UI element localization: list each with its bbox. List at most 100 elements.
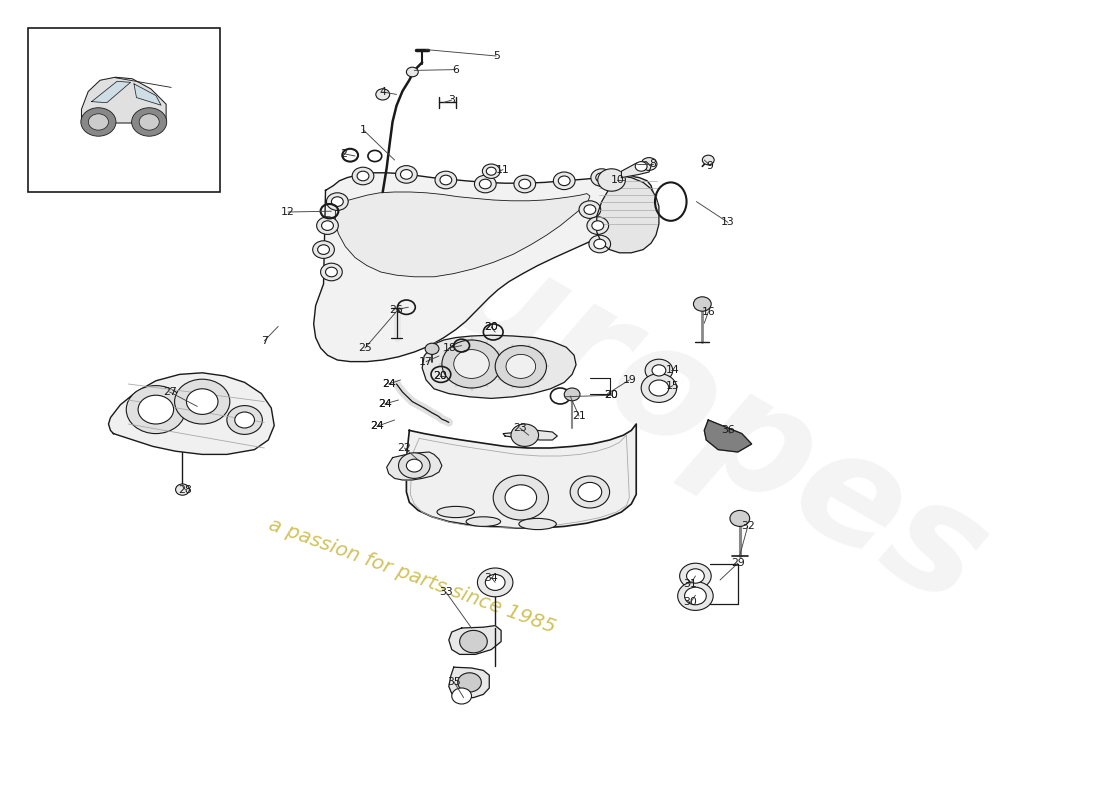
Circle shape (587, 217, 608, 234)
Polygon shape (422, 335, 576, 398)
Text: 20: 20 (433, 371, 447, 381)
Circle shape (358, 171, 368, 181)
Circle shape (132, 108, 167, 136)
Circle shape (693, 297, 712, 311)
Polygon shape (81, 78, 166, 123)
Circle shape (570, 476, 609, 508)
Circle shape (680, 563, 712, 589)
Circle shape (564, 388, 580, 401)
Circle shape (493, 475, 549, 520)
Text: 8: 8 (650, 159, 657, 169)
Text: 24: 24 (382, 379, 396, 389)
Circle shape (234, 412, 254, 428)
Text: 20: 20 (605, 390, 618, 400)
Circle shape (321, 221, 333, 230)
Polygon shape (503, 430, 558, 440)
Circle shape (312, 241, 334, 258)
Circle shape (140, 114, 159, 130)
Circle shape (352, 167, 374, 185)
Text: 16: 16 (702, 307, 715, 317)
Circle shape (505, 485, 537, 510)
Text: 12: 12 (282, 207, 295, 217)
Text: 18: 18 (443, 343, 456, 353)
Text: 17: 17 (419, 357, 433, 366)
Text: 24: 24 (377, 399, 392, 409)
Circle shape (578, 482, 602, 502)
Circle shape (596, 173, 607, 182)
Text: 22: 22 (397, 443, 411, 453)
Circle shape (453, 350, 490, 378)
Ellipse shape (437, 506, 474, 518)
Polygon shape (597, 176, 659, 253)
Text: 24: 24 (382, 379, 396, 389)
Circle shape (460, 630, 487, 653)
Circle shape (434, 171, 456, 189)
Circle shape (474, 175, 496, 193)
Circle shape (406, 67, 418, 77)
Circle shape (318, 245, 330, 254)
Text: 3: 3 (449, 95, 455, 105)
Text: 14: 14 (666, 366, 680, 375)
Circle shape (588, 235, 610, 253)
Text: 19: 19 (623, 375, 636, 385)
Text: 35: 35 (447, 677, 461, 686)
Text: 34: 34 (484, 573, 498, 582)
Circle shape (512, 424, 539, 446)
Circle shape (649, 380, 669, 396)
Polygon shape (704, 420, 751, 452)
Polygon shape (134, 84, 161, 105)
Text: 7: 7 (261, 336, 267, 346)
Text: 25: 25 (359, 343, 372, 353)
Circle shape (398, 453, 430, 478)
Circle shape (480, 179, 492, 189)
Text: 13: 13 (722, 218, 735, 227)
Polygon shape (406, 424, 636, 528)
Circle shape (176, 484, 189, 495)
Circle shape (641, 374, 676, 402)
Text: 10: 10 (610, 175, 625, 185)
Circle shape (652, 365, 666, 376)
Circle shape (458, 673, 482, 692)
Text: a passion for parts since 1985: a passion for parts since 1985 (266, 515, 559, 637)
Text: 9: 9 (707, 161, 714, 170)
Circle shape (514, 175, 536, 193)
Text: 33: 33 (439, 587, 453, 597)
Circle shape (678, 582, 713, 610)
Text: 20: 20 (433, 371, 447, 381)
Text: 6: 6 (452, 65, 459, 74)
Circle shape (553, 172, 575, 190)
Bar (28, 28, 220, 192)
Text: 15: 15 (666, 381, 680, 390)
Text: 20: 20 (484, 322, 498, 332)
Circle shape (442, 340, 502, 388)
Polygon shape (109, 373, 274, 454)
Polygon shape (449, 667, 490, 698)
Polygon shape (91, 82, 131, 102)
Circle shape (452, 688, 472, 704)
Circle shape (227, 406, 263, 434)
Text: 23: 23 (513, 423, 527, 433)
Text: 27: 27 (163, 387, 176, 397)
Circle shape (175, 379, 230, 424)
Text: 32: 32 (740, 522, 755, 531)
Circle shape (396, 166, 417, 183)
Circle shape (594, 239, 606, 249)
Circle shape (126, 386, 186, 434)
Polygon shape (314, 173, 653, 362)
Text: 4: 4 (379, 87, 386, 97)
Circle shape (591, 169, 613, 186)
Circle shape (483, 164, 500, 178)
Ellipse shape (519, 518, 557, 530)
Text: europes: europes (333, 162, 1012, 638)
Text: 2: 2 (340, 149, 346, 158)
Circle shape (597, 169, 626, 191)
Circle shape (485, 574, 505, 590)
Circle shape (400, 170, 412, 179)
Circle shape (81, 108, 116, 136)
Circle shape (477, 568, 513, 597)
Text: 20: 20 (605, 390, 618, 400)
Circle shape (584, 205, 596, 214)
Circle shape (579, 201, 601, 218)
Circle shape (320, 263, 342, 281)
Circle shape (186, 389, 218, 414)
